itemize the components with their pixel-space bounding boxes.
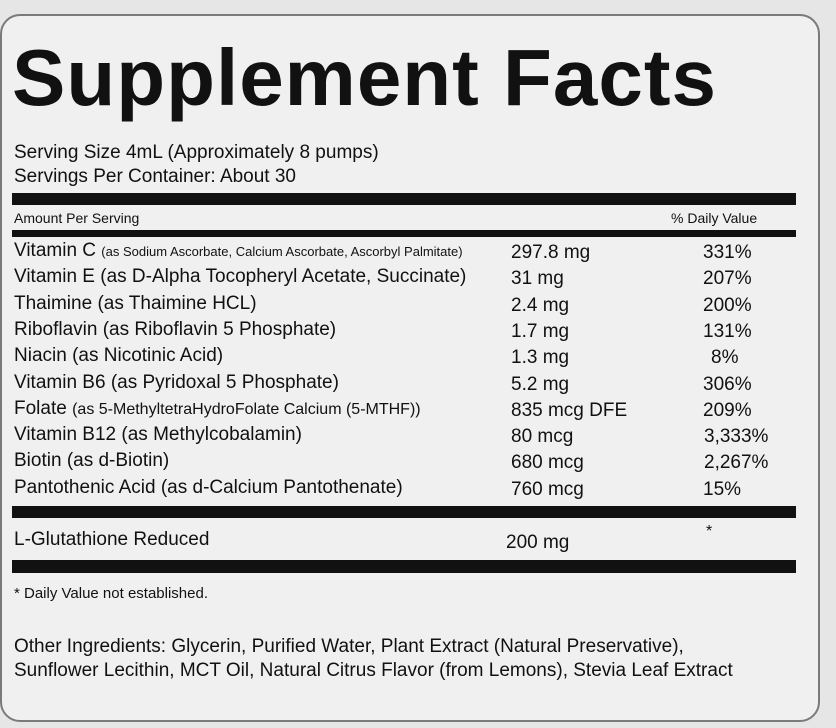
table-row: Riboflavin (as Riboflavin 5 Phosphate) 1.… — [14, 320, 794, 346]
nutrient-name: Vitamin B6 (as Pyridoxal 5 Phosphate) — [14, 371, 339, 393]
nutrient-amount: 5.2 mg — [511, 373, 570, 395]
table-row-glutathione: L-Glutathione Reduced 200 mg * — [14, 524, 794, 556]
nutrient-name: Biotin (as d-Biotin) — [14, 450, 170, 472]
nutrient-amount: 297.8 mg — [511, 242, 591, 263]
footnote: * Daily Value not established. — [14, 585, 209, 602]
serving-size: Serving Size 4mL (Approximately 8 pumps) — [14, 142, 379, 163]
table-row: Niacin (as Nicotinic Acid) 1.3 mg 8% — [14, 346, 794, 372]
amount-per-serving-header: Amount Per Serving — [14, 210, 140, 226]
supplement-facts-panel — [0, 14, 820, 722]
nutrient-amount: 680 mcg — [511, 452, 584, 474]
nutrient-amount: 2.4 mg — [511, 294, 570, 316]
nutrient-name: Pantothenic Acid (as d-Calcium Pantothen… — [14, 476, 403, 498]
nutrient-name: Vitamin E (as D-Alpha Tocopheryl Acetate… — [14, 266, 467, 288]
servings-per-container: Servings Per Container: About 30 — [14, 166, 297, 187]
nutrient-daily-value: 306% — [703, 373, 752, 395]
nutrient-amount: 31 mg — [511, 268, 564, 290]
page-title: Supplement Facts — [12, 33, 718, 122]
nutrient-daily-value: * — [706, 523, 713, 540]
table-row: Folate (as 5-MethyltetraHydroFolate Calc… — [14, 399, 794, 425]
table-row: Pantothenic Acid (as d-Calcium Pantothen… — [14, 478, 794, 504]
nutrient-amount: 1.3 mg — [511, 347, 570, 369]
nutrient-name: Riboflavin (as Riboflavin 5 Phosphate) — [14, 318, 337, 340]
nutrient-amount: 80 mcg — [511, 426, 574, 448]
nutrient-daily-value: 200% — [703, 294, 752, 316]
nutrient-daily-value: 131% — [703, 320, 752, 342]
other-ingredients-line-1: Other Ingredients: Glycerin, Purified Wa… — [14, 636, 684, 657]
daily-value-header: % Daily Value — [671, 210, 758, 226]
nutrient-daily-value: 207% — [703, 268, 752, 290]
table-row: Vitamin E (as D-Alpha Tocopheryl Acetate… — [14, 267, 794, 293]
other-ingredients-line-2: Sunflower Lecithin, MCT Oil, Natural Cit… — [14, 660, 733, 682]
nutrient-name: Vitamin C (as Sodium Ascorbate, Calcium … — [14, 240, 463, 261]
nutrient-name: L-Glutathione Reduced — [14, 529, 210, 550]
nutrient-daily-value: 15% — [703, 478, 742, 500]
nutrient-daily-value: 3,333% — [704, 426, 769, 448]
nutrient-name: Folate (as 5-MethyltetraHydroFolate Calc… — [14, 397, 421, 419]
table-row: Vitamin B6 (as Pyridoxal 5 Phosphate) 5.2… — [14, 373, 794, 399]
nutrient-amount: 760 mcg — [511, 478, 584, 500]
nutrient-name: Thaimine (as Thaimine HCL) — [14, 292, 257, 314]
table-row: Thaimine (as Thaimine HCL) 2.4 mg 200% — [14, 294, 794, 320]
thick-divider-bottom — [12, 560, 796, 573]
nutrient-amount: 1.7 mg — [511, 320, 570, 342]
nutrient-daily-value: 331% — [703, 242, 752, 263]
nutrient-daily-value: 209% — [703, 399, 752, 421]
nutrient-amount: 835 mcg DFE — [511, 399, 628, 421]
table-row: Vitamin B12 (as Methylcobalamin) 80 mcg 3,… — [14, 425, 794, 451]
thick-divider-middle — [12, 506, 796, 518]
table-row: Vitamin C (as Sodium Ascorbate, Calcium … — [14, 241, 794, 267]
table-row: Biotin (as d-Biotin) 680 mcg 2,267% — [14, 451, 794, 477]
other-ingredients: Other Ingredients: Glycerin, Purified Wa… — [14, 635, 733, 684]
medium-divider — [12, 230, 796, 237]
nutrient-name: Niacin (as Nicotinic Acid) — [14, 345, 224, 367]
nutrient-daily-value: 8% — [711, 347, 739, 369]
thick-divider-top — [12, 193, 796, 205]
nutrient-amount: 200 mg — [506, 532, 570, 553]
nutrient-daily-value: 2,267% — [704, 452, 769, 474]
nutrient-name: Vitamin B12 (as Methylcobalamin) — [14, 424, 302, 446]
